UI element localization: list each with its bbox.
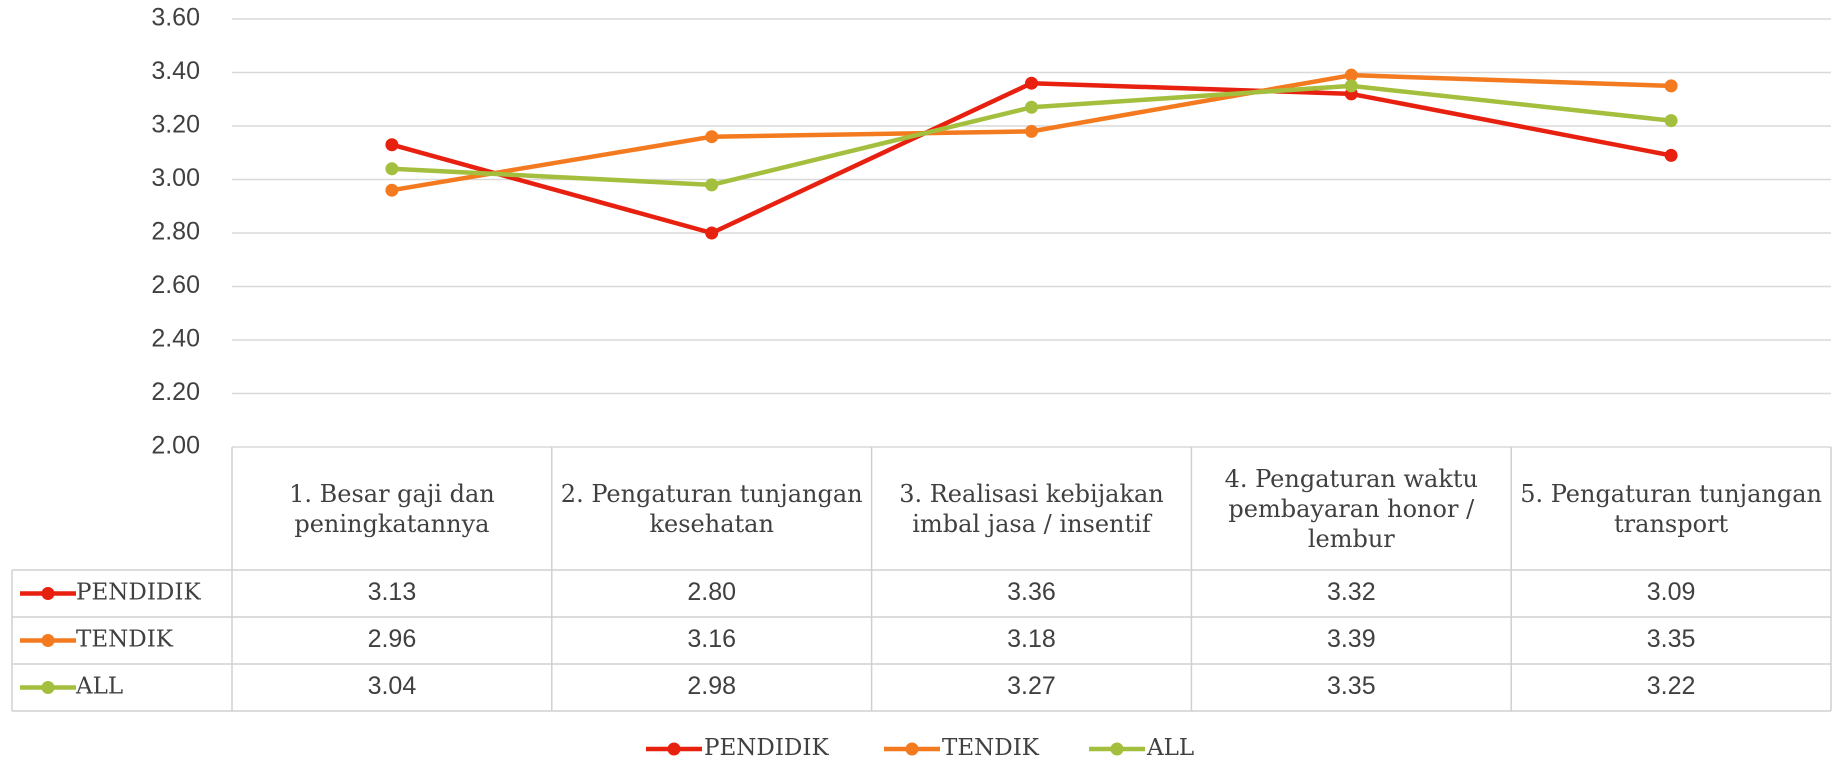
y-tick-label: 2.40 [151, 325, 200, 353]
data-point [1664, 79, 1678, 93]
legend-key-dot [1110, 742, 1124, 756]
data-point [1025, 124, 1038, 138]
y-tick-label: 2.20 [151, 378, 200, 406]
table-value: 2.80 [687, 578, 736, 606]
y-tick-label: 3.40 [151, 57, 200, 85]
y-tick-label: 3.00 [151, 164, 200, 192]
table-value: 2.96 [368, 625, 417, 653]
y-tick-label: 2.00 [151, 432, 200, 460]
data-point [1344, 79, 1358, 93]
legend-key-dot [41, 681, 55, 694]
row-label: ALL [75, 674, 123, 700]
data-point [1025, 100, 1038, 114]
data-point [385, 138, 399, 152]
data-point [705, 226, 719, 240]
table-value: 3.09 [1647, 578, 1696, 606]
table-value: 3.35 [1327, 672, 1376, 700]
legend-label: TENDIK [942, 735, 1040, 761]
data-point [1025, 76, 1038, 90]
table-value: 3.27 [1007, 672, 1056, 700]
data-point [385, 162, 399, 176]
table-value: 3.18 [1007, 625, 1056, 653]
data-point [1664, 114, 1678, 128]
legend-key-dot [667, 742, 681, 756]
table-value: 3.35 [1647, 625, 1696, 653]
table-value: 3.13 [368, 578, 417, 606]
data-point [705, 178, 719, 192]
data-point [385, 183, 399, 197]
table-value: 3.36 [1007, 578, 1056, 606]
data-point [1344, 68, 1358, 82]
legend-key-dot [41, 634, 55, 647]
data-point [705, 130, 719, 144]
category-label: 5. Pengaturan tunjangan transport [1520, 479, 1822, 538]
data-point [1664, 148, 1678, 162]
table-value: 3.22 [1647, 672, 1696, 700]
y-tick-label: 3.20 [151, 111, 200, 139]
row-label: TENDIK [76, 627, 174, 653]
legend-key-dot [905, 742, 919, 756]
table-value: 3.32 [1327, 578, 1376, 606]
legend-label: PENDIDIK [704, 735, 829, 761]
table-value: 3.39 [1327, 625, 1376, 653]
category-label: 3. Realisasi kebijakan imbal jasa / inse… [899, 479, 1164, 538]
legend-label: ALL [1146, 735, 1194, 761]
category-label: 4. Pengaturan waktu pembayaran honor / l… [1224, 464, 1478, 553]
table-value: 2.98 [687, 672, 736, 700]
category-label: 1. Besar gaji dan peningkatannya [289, 479, 495, 538]
y-tick-label: 3.60 [151, 4, 200, 32]
table-value: 3.04 [368, 672, 417, 700]
y-tick-label: 2.80 [151, 218, 200, 246]
table-value: 3.16 [687, 625, 736, 653]
row-label: PENDIDIK [76, 580, 201, 606]
legend-key-dot [41, 587, 55, 600]
category-label: 2. Pengaturan tunjangan kesehatan [560, 479, 863, 538]
y-tick-label: 2.60 [151, 271, 200, 299]
